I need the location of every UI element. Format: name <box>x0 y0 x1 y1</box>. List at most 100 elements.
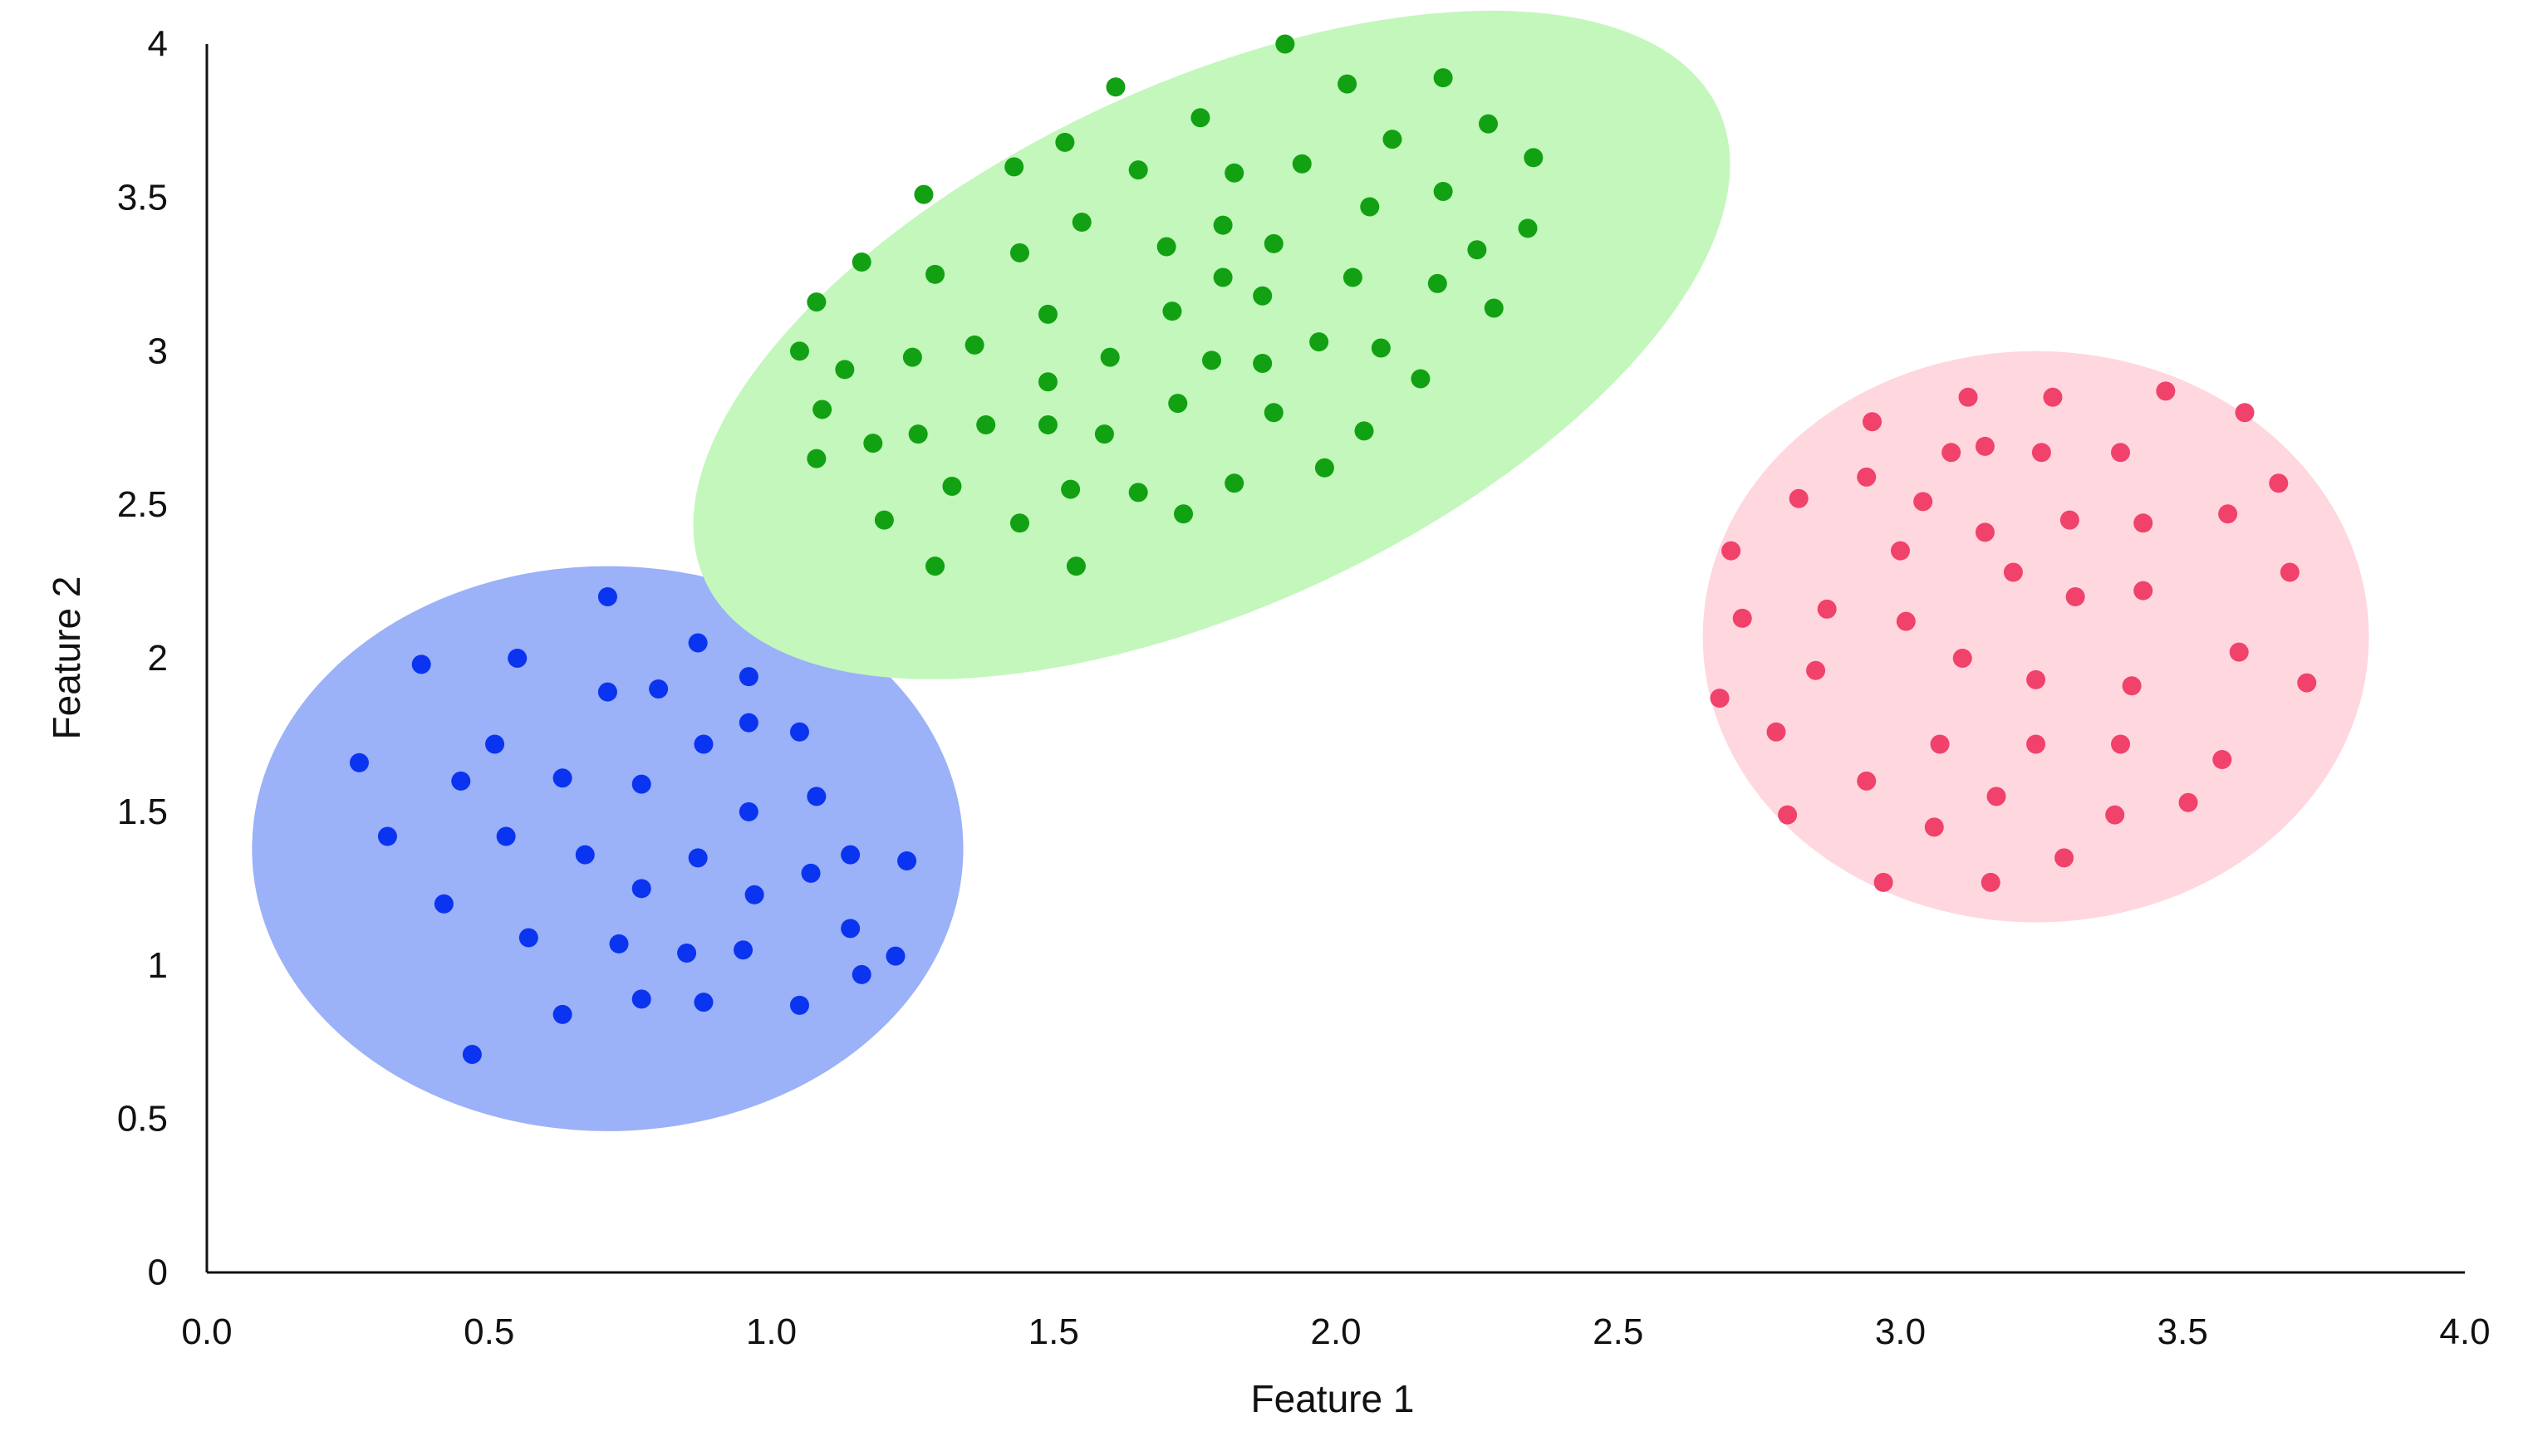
x-tick-label: 3.0 <box>1875 1311 1926 1352</box>
data-point-cluster-3-46 <box>2280 562 2300 582</box>
data-point-cluster-3-20 <box>1958 387 1978 407</box>
data-point-cluster-2-48 <box>1309 332 1329 352</box>
data-point-cluster-3-15 <box>1913 492 1933 512</box>
data-point-cluster-1-12 <box>552 1004 572 1024</box>
data-point-cluster-2-45 <box>1264 403 1284 423</box>
data-point-cluster-3-17 <box>1930 734 1950 754</box>
data-point-cluster-2-57 <box>1427 273 1447 293</box>
data-point-cluster-2-3 <box>807 449 827 468</box>
data-point-cluster-2-44 <box>1264 233 1284 253</box>
data-point-cluster-2-29 <box>1106 77 1126 97</box>
data-point-cluster-2-16 <box>976 414 996 434</box>
data-point-cluster-2-13 <box>925 556 945 576</box>
y-tick-label: 4 <box>148 24 168 65</box>
data-point-cluster-2-18 <box>1009 243 1029 262</box>
data-point-cluster-2-27 <box>1094 424 1114 444</box>
data-point-cluster-3-11 <box>1863 412 1883 432</box>
y-tick-label: 3.5 <box>117 177 168 218</box>
data-point-cluster-2-39 <box>1213 267 1233 287</box>
data-point-cluster-1-24 <box>694 734 714 754</box>
data-point-cluster-2-46 <box>1275 34 1295 54</box>
data-point-cluster-2-17 <box>1004 157 1024 177</box>
data-point-cluster-3-18 <box>1941 443 1961 463</box>
data-point-cluster-3-27 <box>2026 734 2046 754</box>
cluster-regions <box>252 10 2369 1131</box>
data-point-cluster-3-45 <box>2269 473 2289 493</box>
data-point-cluster-2-9 <box>902 347 922 367</box>
data-point-cluster-3-6 <box>1789 488 1809 508</box>
data-point-cluster-2-5 <box>835 360 855 380</box>
data-point-cluster-1-39 <box>897 851 917 871</box>
data-point-cluster-3-39 <box>2156 381 2176 401</box>
x-tick-label: 2.0 <box>1310 1311 1361 1352</box>
data-point-cluster-3-13 <box>1891 541 1910 561</box>
data-point-cluster-1-3 <box>411 654 431 674</box>
data-point-cluster-2-2 <box>807 292 827 312</box>
data-point-cluster-2-36 <box>1190 108 1210 128</box>
data-point-cluster-2-40 <box>1225 163 1244 183</box>
data-point-cluster-3-2 <box>1721 541 1741 561</box>
data-point-cluster-1-1 <box>349 753 369 772</box>
data-point-cluster-1-35 <box>841 845 861 865</box>
cluster-region-1 <box>252 566 964 1131</box>
data-point-cluster-1-29 <box>739 713 758 733</box>
y-tick-label: 2 <box>148 638 168 679</box>
x-tick-label: 0.5 <box>464 1311 514 1352</box>
data-point-cluster-2-49 <box>1314 458 1334 478</box>
data-point-cluster-1-11 <box>552 768 572 788</box>
data-point-cluster-3-26 <box>2026 669 2046 689</box>
data-point-cluster-3-32 <box>2065 587 2085 607</box>
x-tick-label: 0.0 <box>181 1311 232 1352</box>
data-point-cluster-1-9 <box>508 649 528 668</box>
data-point-cluster-3-7 <box>1806 660 1826 680</box>
data-point-cluster-1-37 <box>852 964 871 984</box>
data-point-cluster-1-2 <box>377 826 397 846</box>
data-point-cluster-3-30 <box>2054 848 2074 868</box>
data-point-cluster-3-31 <box>2059 510 2079 530</box>
cluster-region-3 <box>1702 351 2369 923</box>
data-point-cluster-2-1 <box>789 341 809 361</box>
data-point-cluster-2-34 <box>1168 394 1188 414</box>
data-point-cluster-1-38 <box>886 946 906 966</box>
y-tick-label: 1.5 <box>117 792 168 832</box>
data-point-cluster-3-16 <box>1924 817 1944 837</box>
data-point-cluster-2-42 <box>1253 286 1273 306</box>
data-point-cluster-1-16 <box>609 934 629 954</box>
x-tick-label: 4.0 <box>2439 1311 2490 1352</box>
data-point-cluster-1-15 <box>597 682 617 702</box>
data-point-cluster-1-30 <box>744 885 764 904</box>
y-tick-label: 3 <box>148 331 168 371</box>
data-point-cluster-2-58 <box>1433 68 1453 88</box>
x-tick-label: 1.0 <box>746 1311 797 1352</box>
data-point-cluster-1-10 <box>518 928 538 948</box>
data-point-cluster-3-22 <box>1975 522 1995 542</box>
data-point-cluster-2-31 <box>1128 483 1148 502</box>
data-point-cluster-1-22 <box>688 848 708 868</box>
data-point-cluster-2-25 <box>1066 556 1086 576</box>
data-point-cluster-3-14 <box>1896 611 1916 631</box>
data-point-cluster-2-20 <box>1038 304 1058 324</box>
data-point-cluster-2-26 <box>1072 212 1092 232</box>
data-point-cluster-1-19 <box>631 989 651 1009</box>
data-point-cluster-2-8 <box>874 510 894 530</box>
data-point-cluster-3-5 <box>1778 805 1798 825</box>
data-point-cluster-2-33 <box>1162 301 1182 321</box>
data-point-cluster-3-42 <box>2218 504 2238 524</box>
data-point-cluster-2-56 <box>1411 369 1431 389</box>
data-point-cluster-2-19 <box>1009 513 1029 533</box>
data-point-cluster-2-52 <box>1354 421 1374 441</box>
data-point-cluster-3-40 <box>2178 792 2198 812</box>
data-point-cluster-2-11 <box>914 184 934 204</box>
data-point-cluster-3-29 <box>2043 387 2063 407</box>
data-point-cluster-1-14 <box>597 587 617 607</box>
data-point-cluster-1-31 <box>789 722 809 742</box>
x-tick-label: 1.5 <box>1028 1311 1079 1352</box>
data-point-cluster-3-25 <box>2003 562 2023 582</box>
data-point-cluster-2-50 <box>1338 74 1357 94</box>
x-axis-title: Feature 1 <box>1251 1377 1415 1420</box>
x-tick-label: 3.5 <box>2157 1311 2208 1352</box>
data-point-cluster-3-28 <box>2031 443 2051 463</box>
data-point-cluster-2-63 <box>1518 218 1538 238</box>
data-point-cluster-2-12 <box>925 264 945 284</box>
